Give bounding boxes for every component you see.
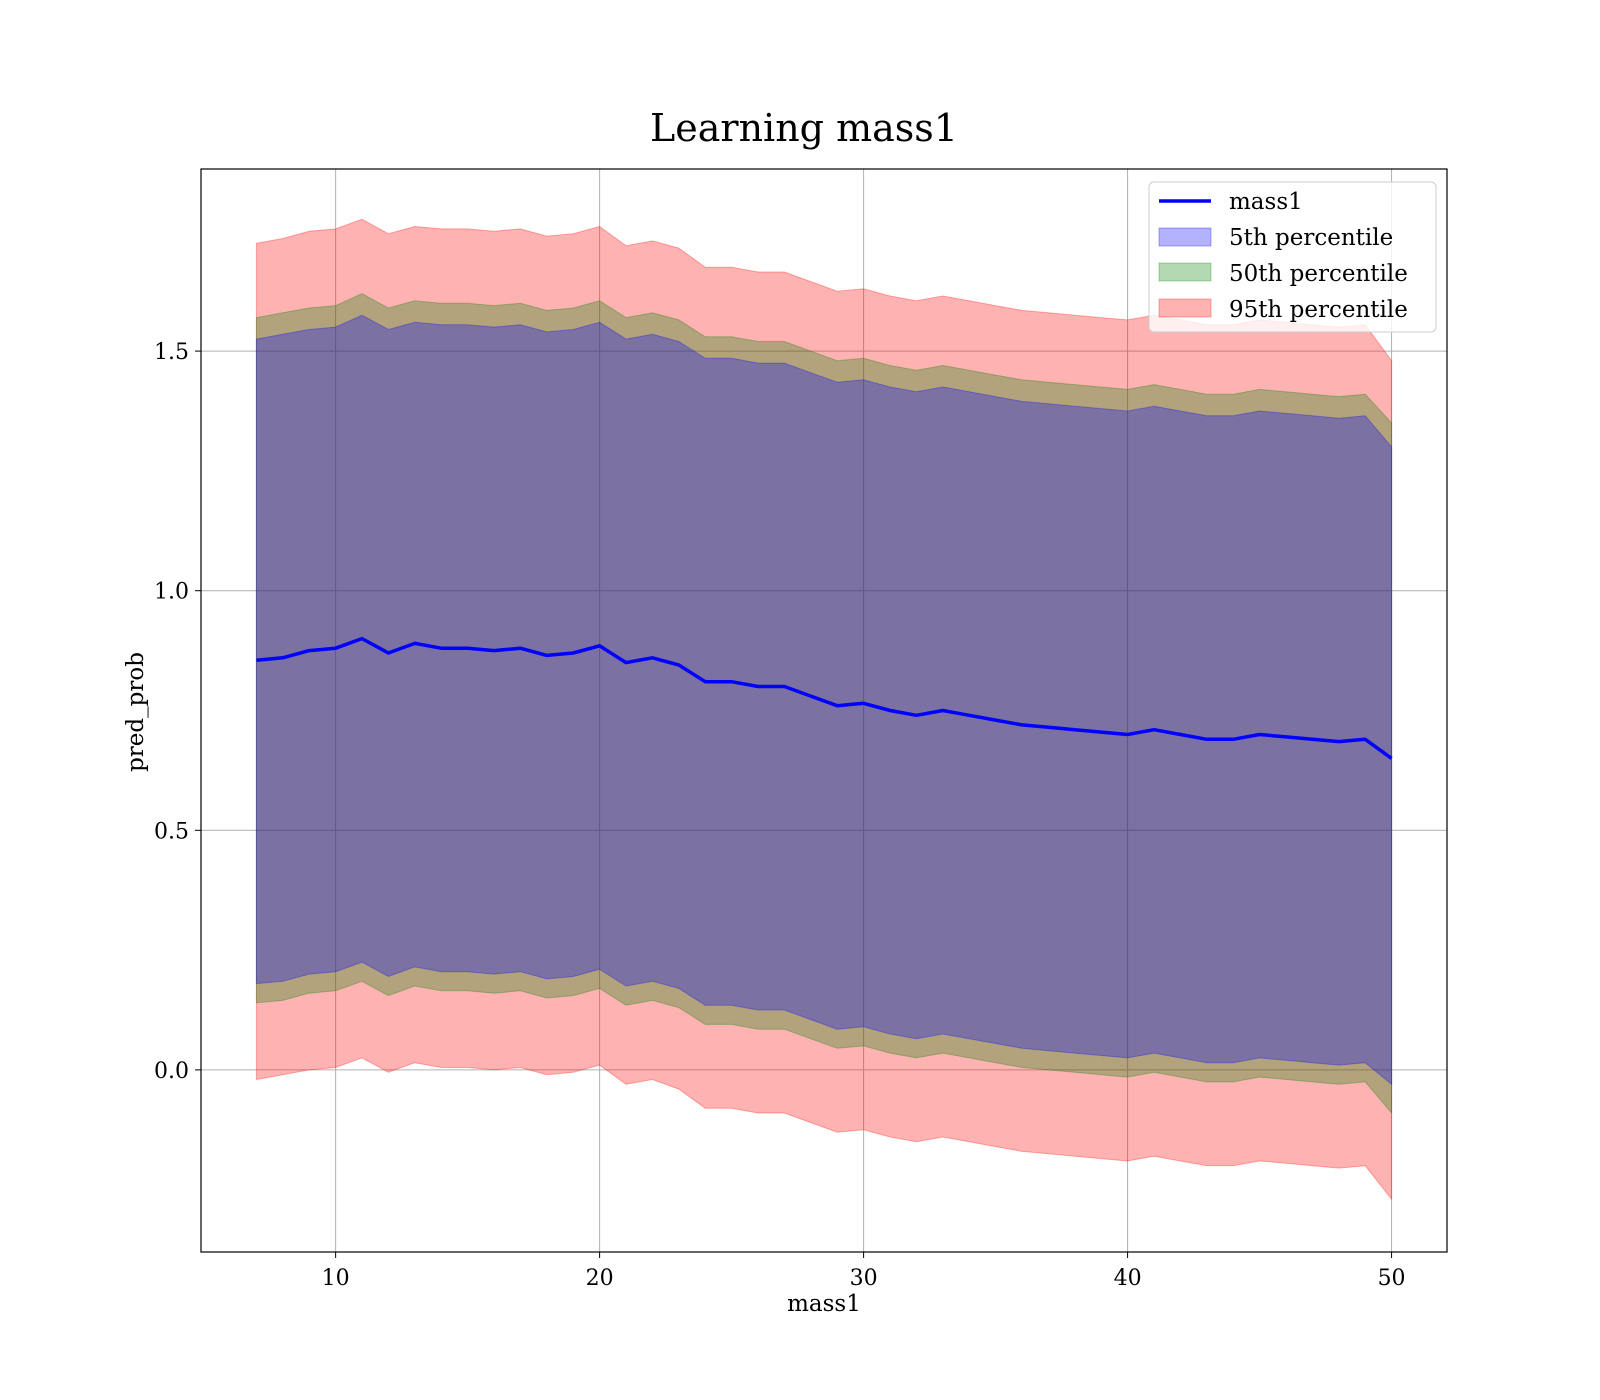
y-tick-labels: 0.0 0.5 1.0 1.5 (154, 340, 201, 1084)
y-axis-label: pred_prob (123, 652, 149, 772)
band-50th-percentile (255, 293, 1393, 1115)
y-tick-label: 0.0 (154, 1059, 189, 1084)
line-series (256, 636, 1393, 760)
x-tick-label: 20 (586, 1266, 614, 1291)
legend-swatch-95th-percentile (1158, 298, 1212, 318)
x-tick-label: 50 (1378, 1266, 1406, 1291)
plot-frame (200, 168, 1448, 1253)
legend-label-95th-percentile: 95th percentile (1229, 297, 1408, 323)
band-95th-percentile (255, 218, 1393, 1201)
legend-label-mass1: mass1 (1229, 189, 1303, 215)
x-tick-labels: 10 20 30 40 50 (322, 1252, 1406, 1291)
y-tick-label: 1.5 (154, 340, 189, 365)
legend-label-5th-percentile: 5th percentile (1229, 225, 1393, 251)
x-tick-label: 40 (1114, 1266, 1142, 1291)
legend-box (1148, 181, 1437, 333)
chart-title: Learning mass1 (650, 106, 958, 150)
x-tick-label: 10 (322, 1266, 350, 1291)
percentile-bands (255, 218, 1393, 1201)
grid (201, 169, 1447, 1252)
legend-swatch-50th-percentile (1158, 262, 1212, 282)
y-tick-label: 1.0 (154, 580, 189, 605)
x-axis-label: mass1 (787, 1291, 861, 1317)
legend: mass1 5th percentile 50th percentile 95t… (1148, 181, 1437, 333)
legend-label-50th-percentile: 50th percentile (1229, 261, 1408, 287)
x-tick-label: 30 (850, 1266, 878, 1291)
line-mass1 (256, 636, 1393, 760)
y-tick-label: 0.5 (154, 819, 189, 844)
legend-swatch-5th-percentile (1158, 227, 1212, 247)
